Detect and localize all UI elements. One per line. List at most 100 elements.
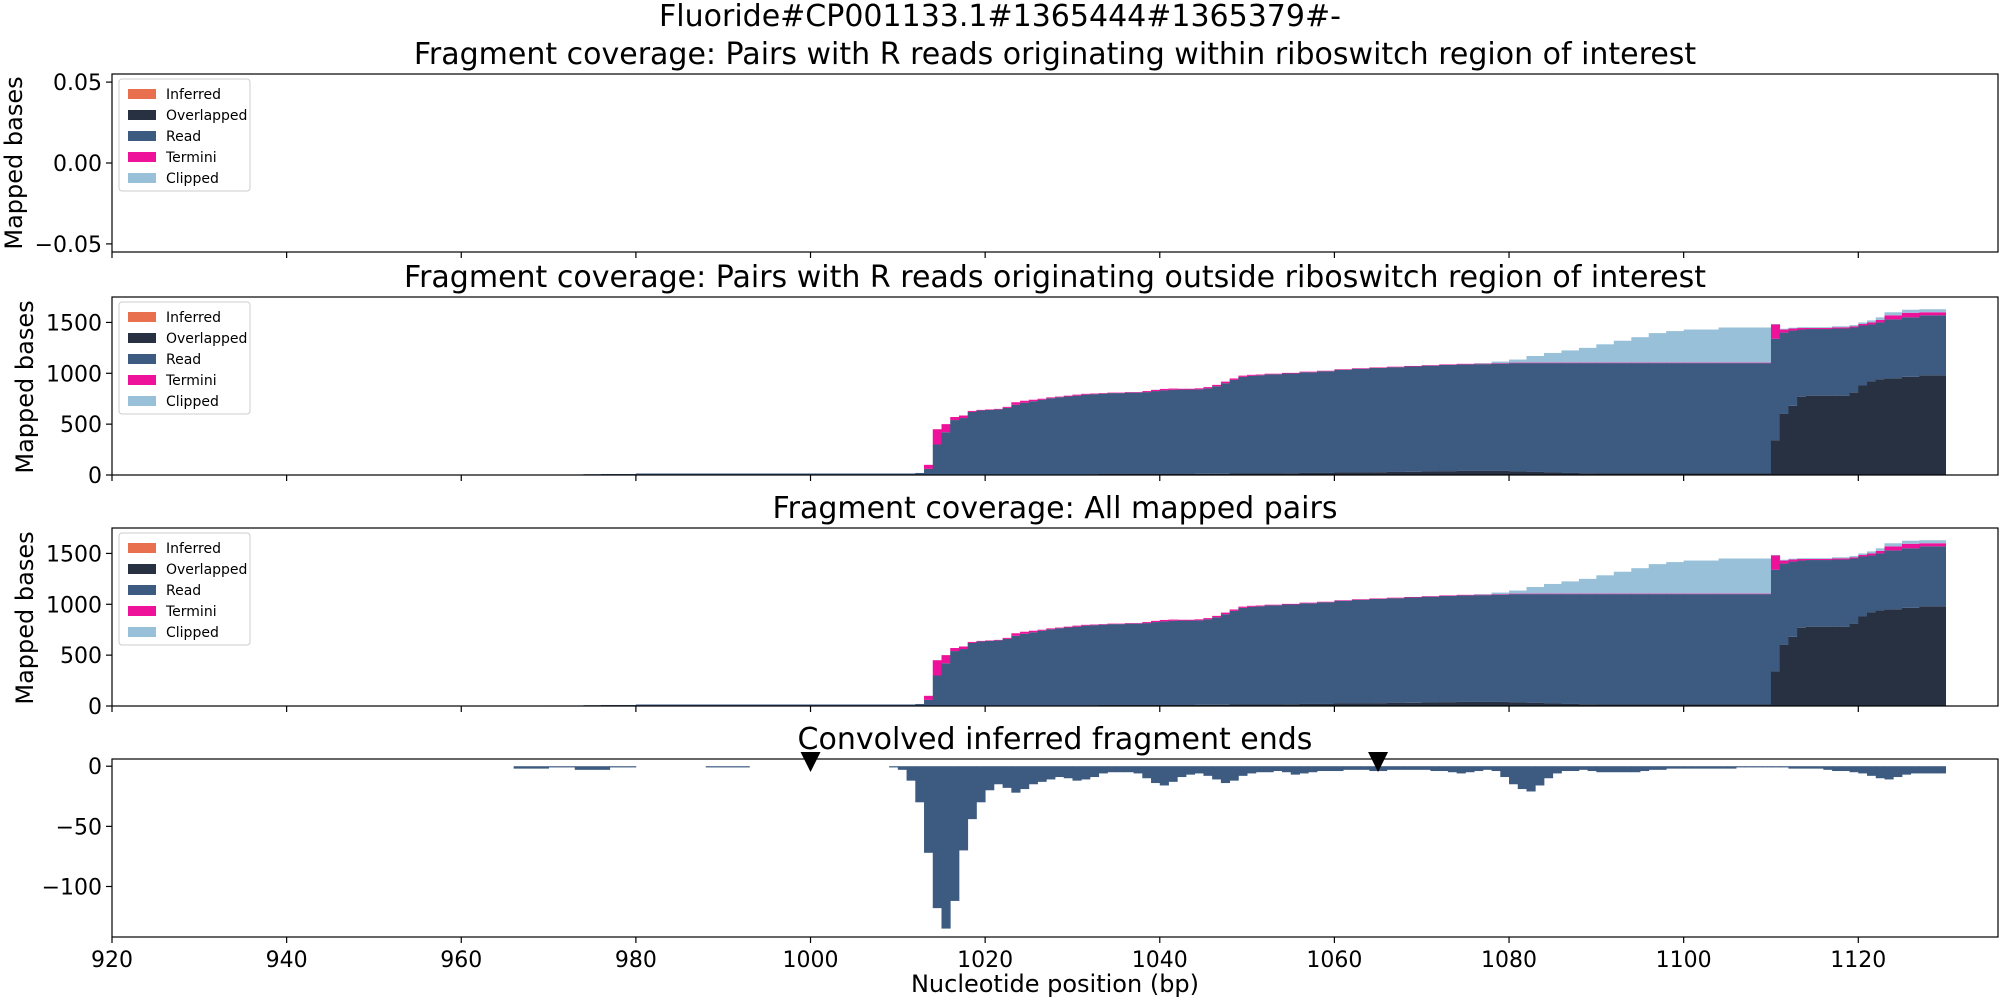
coverage-bar-read: [1264, 374, 1283, 474]
coverage-bar-overlapped: [1561, 472, 1580, 475]
coverage-bar-termini: [1797, 559, 1807, 561]
coverage-bar-read: [1613, 594, 1632, 705]
convolved-bar: [993, 766, 1004, 785]
coverage-bar-clipped: [1797, 558, 1807, 560]
coverage-bar-clipped: [1526, 586, 1545, 594]
convolved-bar: [1124, 766, 1134, 773]
coverage-bar-overlapped: [1351, 703, 1370, 706]
convolved-bar: [1762, 766, 1772, 768]
coverage-bar-read: [1683, 594, 1719, 705]
coverage-bar-read: [1037, 399, 1047, 475]
coverage-bar-termini: [1849, 326, 1859, 328]
coverage-bar-read: [1884, 319, 1903, 379]
legend-label-inferred: Inferred: [166, 310, 221, 326]
coverage-bar-termini: [1316, 370, 1335, 372]
coverage-bar-read: [1020, 633, 1030, 706]
y-tick-label: 0: [88, 695, 102, 720]
coverage-bar-termini: [1203, 387, 1213, 389]
coverage-bar-overlapped: [1369, 703, 1388, 706]
coverage-bar-overlapped: [1369, 472, 1388, 475]
coverage-bar-read: [1439, 364, 1458, 472]
coverage-bar-clipped: [1805, 558, 1833, 560]
coverage-bar-clipped: [1901, 540, 1920, 544]
coverage-bar-read: [950, 651, 960, 706]
coverage-bar-overlapped: [1509, 702, 1527, 706]
coverage-bar-termini: [1561, 593, 1580, 595]
coverage-bar-read: [1561, 363, 1580, 473]
legend-swatch-termini: [128, 606, 156, 616]
coverage-bar-termini: [1526, 593, 1545, 595]
coverage-bar-termini: [1212, 384, 1222, 387]
coverage-bar-overlapped: [1770, 440, 1781, 475]
coverage-bar-read: [1063, 396, 1073, 475]
coverage-bar-termini: [1578, 362, 1597, 364]
coverage-bar-overlapped: [1779, 644, 1789, 706]
coverage-bar-overlapped: [1203, 704, 1213, 706]
convolved-bar: [1142, 766, 1152, 779]
coverage-bar-read: [932, 675, 942, 706]
coverage-bar-clipped: [1884, 543, 1903, 547]
coverage-bar-read: [958, 649, 969, 706]
legend-label-termini: Termini: [165, 150, 217, 166]
coverage-bar-clipped: [1858, 553, 1868, 555]
coverage-bar-clipped: [1596, 344, 1615, 363]
coverage-bar-read: [958, 418, 969, 475]
coverage-bar-termini: [1185, 619, 1196, 621]
coverage-bar-read: [1229, 379, 1239, 474]
coverage-bar-termini: [1509, 362, 1527, 364]
coverage-bar-read: [1124, 392, 1143, 474]
coverage-bar-termini: [1037, 398, 1047, 400]
convolved-bar: [1028, 766, 1038, 785]
coverage-bar-overlapped: [1797, 396, 1807, 475]
coverage-bar-read: [1168, 389, 1178, 474]
coverage-bar-termini: [1718, 593, 1772, 595]
convolved-bar: [1255, 766, 1265, 773]
coverage-bar-clipped: [1770, 554, 1781, 556]
convolved-bar: [1718, 766, 1728, 769]
coverage-bar-read: [1011, 404, 1021, 475]
coverage-bar-clipped: [1613, 571, 1632, 594]
coverage-bar-overlapped: [1509, 471, 1527, 475]
coverage-bar-termini: [1474, 594, 1492, 596]
coverage-bar-read: [1849, 558, 1859, 624]
coverage-bar-termini: [924, 464, 934, 469]
coverage-bar-termini: [1543, 593, 1562, 595]
convolved-bar: [906, 766, 916, 781]
y-tick-label: 1000: [46, 593, 102, 618]
panel-1: Fragment coverage: Pairs with R reads or…: [0, 37, 1999, 258]
coverage-bar-read: [1212, 617, 1222, 705]
coverage-bar-overlapped: [1282, 473, 1300, 475]
coverage-bar-read: [1203, 388, 1213, 474]
coverage-bar-termini: [1177, 619, 1187, 621]
coverage-bar-termini: [967, 410, 977, 412]
coverage-bar-termini: [1081, 624, 1091, 626]
convolved-bar: [1901, 766, 1912, 775]
convolved-bar: [1046, 766, 1056, 780]
convolved-bar: [1325, 766, 1335, 772]
coverage-bar-termini: [1020, 631, 1030, 634]
coverage-bar-clipped: [1788, 558, 1798, 560]
coverage-bar-read: [967, 411, 977, 475]
coverage-bar-overlapped: [1238, 704, 1248, 706]
coverage-bar-termini: [1194, 619, 1204, 621]
coverage-bar-read: [1526, 363, 1545, 472]
convolved-bar: [1098, 766, 1108, 774]
coverage-bar-overlapped: [1421, 702, 1440, 706]
convolved-bar: [1456, 766, 1466, 774]
coverage-bar-termini: [1683, 593, 1719, 595]
coverage-bar-read: [1421, 365, 1440, 472]
coverage-bar-overlapped: [1578, 473, 1597, 475]
coverage-bar-clipped: [1491, 361, 1510, 364]
coverage-bar-termini: [1028, 630, 1038, 633]
coverage-bar-overlapped: [1596, 473, 1615, 475]
coverage-bar-overlapped: [1875, 610, 1885, 706]
coverage-bar-clipped: [1491, 592, 1510, 595]
convolved-bar: [1282, 766, 1292, 773]
convolved-bar: [1229, 766, 1239, 781]
y-tick-label: 0.00: [53, 152, 102, 177]
coverage-bar-read: [993, 640, 1004, 706]
coverage-bar-termini: [1247, 374, 1257, 376]
coverage-bar-termini: [1578, 593, 1597, 595]
legend-label-inferred: Inferred: [166, 87, 221, 103]
convolved-bar: [1500, 766, 1510, 778]
